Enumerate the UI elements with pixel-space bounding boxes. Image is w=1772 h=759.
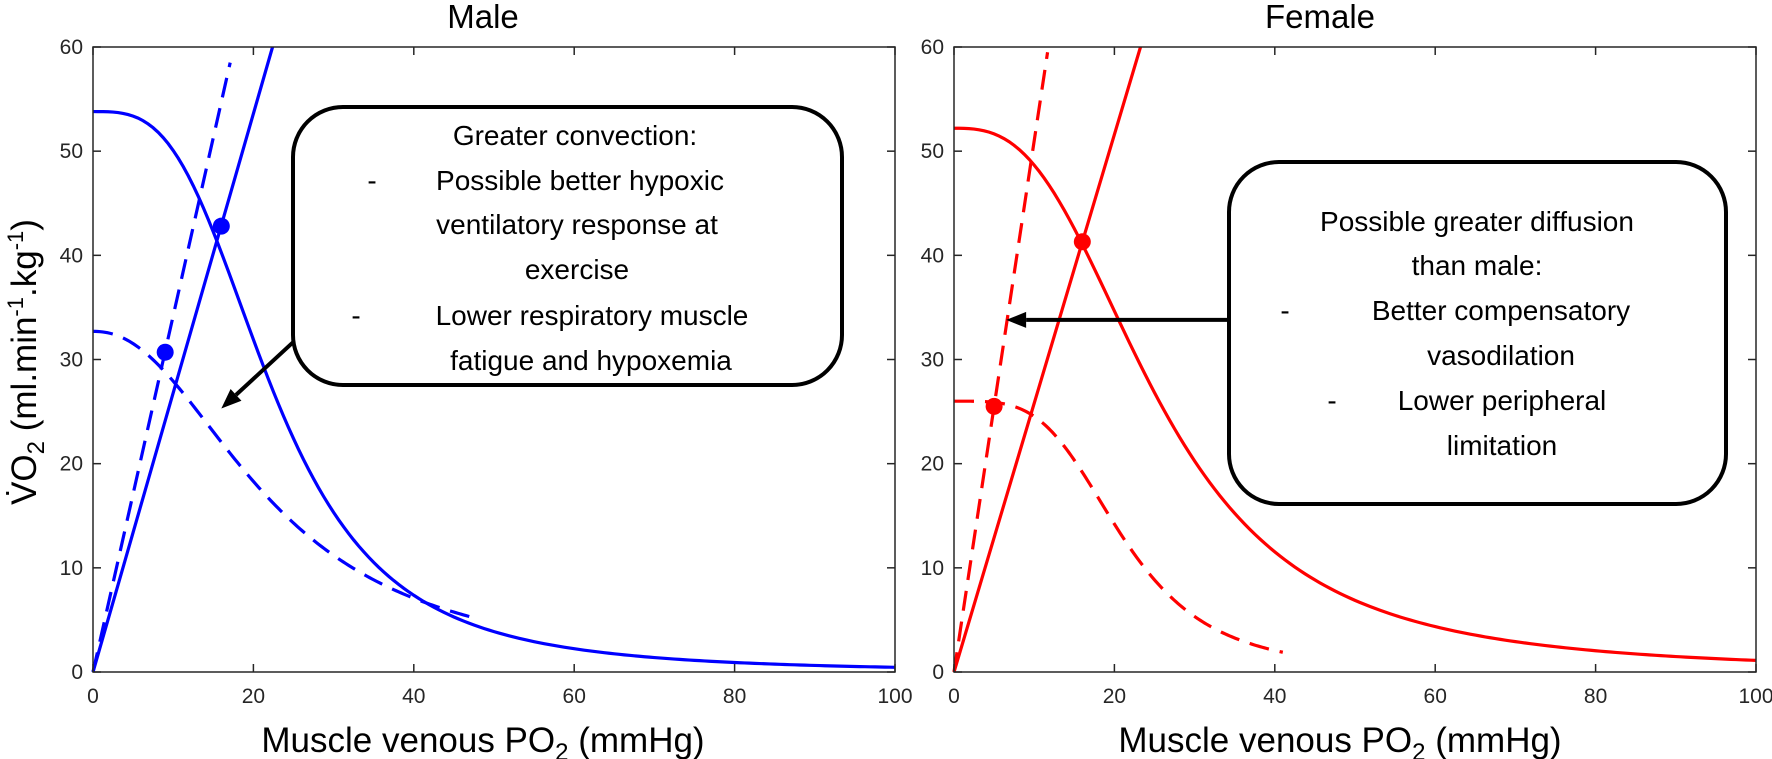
- female-ticks: 0 20 40 60 80 100 0 10 20 30 40 50 60: [921, 36, 1772, 708]
- female-y-tick-label: 40: [921, 244, 944, 267]
- female-solid-fick-curve: [953, 126, 1757, 662]
- male-y-tick-label: 0: [71, 661, 83, 684]
- male-y-tick-label: 30: [60, 349, 83, 372]
- male-y-tick-label: 40: [60, 244, 83, 267]
- male-x-tick-label: 40: [402, 685, 425, 708]
- male-axes-frame: [92, 46, 896, 673]
- male-y-tick-label: 10: [60, 557, 83, 580]
- female-annotation-box: [1227, 160, 1728, 506]
- male-x-tick-label: 100: [877, 685, 912, 708]
- male-x-tick-label: 60: [563, 685, 586, 708]
- male-annotation-arrowhead: [221, 389, 242, 409]
- female-solid-diffusion-curve: [952, 46, 1143, 673]
- female-dashed-diffusion-curve: [952, 51, 1050, 673]
- female-annotation-line-2: than male:: [1412, 250, 1543, 281]
- male-curves: [91, 46, 896, 673]
- male-ticks: 0 20 40 60 80 100 0 10 20 30 40 50 60: [60, 36, 913, 708]
- female-x-tick-label: 100: [1738, 685, 1772, 708]
- male-intersection-point-2: [156, 343, 174, 361]
- male-annotation-arrow-shaft: [234, 333, 303, 397]
- female-x-axis-label: Muscle venous PO2 (mmHg): [1118, 721, 1561, 759]
- male-panel-title: Male: [447, 0, 519, 35]
- female-annotation-arrowhead: [1006, 311, 1027, 328]
- male-annotation: Greater convection: - Possible better hy…: [221, 105, 844, 409]
- female-annotation-line-4: vasodilation: [1427, 340, 1575, 371]
- male-panel: Male 0 20 40 60 80 100 0 10 20 30 40 50 60 Greater c…: [60, 0, 913, 708]
- female-y-tick-label: 0: [932, 661, 944, 684]
- male-dashed-fick-curve: [92, 329, 479, 621]
- female-annotation-line-1: Possible greater diffusion: [1320, 206, 1634, 237]
- female-y-tick-label: 10: [921, 557, 944, 580]
- male-annotation-line-5: Lower respiratory muscle: [436, 300, 749, 331]
- female-annotation-line-5: Lower peripheral: [1398, 385, 1607, 416]
- female-x-tick-label: 40: [1263, 685, 1286, 708]
- male-solid-fick-curve: [92, 109, 896, 669]
- female-curves: [952, 46, 1757, 673]
- male-annotation-line-6: fatigue and hypoxemia: [450, 345, 732, 376]
- male-annotation-dash-5: -: [351, 300, 360, 331]
- male-annotation-line-4: exercise: [525, 254, 629, 285]
- female-dashed-fick-curve: [954, 399, 1284, 654]
- male-annotation-line-2: Possible better hypoxic: [436, 165, 724, 196]
- male-y-tick-label: 60: [60, 36, 83, 59]
- male-x-tick-label: 0: [87, 685, 99, 708]
- female-x-tick-label: 60: [1424, 685, 1447, 708]
- female-panel: Female 0 20 40 60 80 100 0 10 20 30 40 50 60 Possibl…: [921, 0, 1772, 708]
- male-intersection-point-1: [212, 217, 230, 235]
- male-solid-diffusion-curve: [91, 46, 275, 673]
- female-y-tick-label: 30: [921, 349, 944, 372]
- female-axes-frame: [953, 46, 1757, 673]
- male-annotation-box: [291, 105, 844, 387]
- female-annotation-dash-5: -: [1327, 385, 1336, 416]
- female-x-tick-label: 80: [1584, 685, 1607, 708]
- male-annotation-dash-2: -: [367, 165, 376, 196]
- male-x-tick-label: 80: [723, 685, 746, 708]
- male-dashed-diffusion-curve: [91, 62, 232, 673]
- female-annotation-line-6: limitation: [1447, 430, 1557, 461]
- female-annotation-dash-3: -: [1280, 295, 1289, 326]
- female-x-tick-label: 20: [1103, 685, 1126, 708]
- female-annotation: Possible greater diffusion than male: - …: [1006, 160, 1728, 506]
- male-annotation-line-3: ventilatory response at: [436, 209, 718, 240]
- female-intersection-point-2: [985, 397, 1003, 415]
- female-y-tick-label: 60: [921, 36, 944, 59]
- y-axis-label: V̇O2 (ml.min-1.kg-1): [3, 219, 50, 505]
- female-intersection-point-1: [1073, 233, 1091, 251]
- female-y-tick-label: 20: [921, 453, 944, 476]
- female-x-tick-label: 0: [948, 685, 960, 708]
- female-y-tick-label: 50: [921, 140, 944, 163]
- male-x-tick-label: 20: [242, 685, 265, 708]
- male-y-tick-label: 20: [60, 453, 83, 476]
- male-annotation-line-1: Greater convection:: [453, 120, 697, 151]
- female-annotation-line-3: Better compensatory: [1372, 295, 1630, 326]
- male-y-tick-label: 50: [60, 140, 83, 163]
- male-x-axis-label: Muscle venous PO2 (mmHg): [261, 721, 704, 759]
- female-panel-title: Female: [1265, 0, 1375, 35]
